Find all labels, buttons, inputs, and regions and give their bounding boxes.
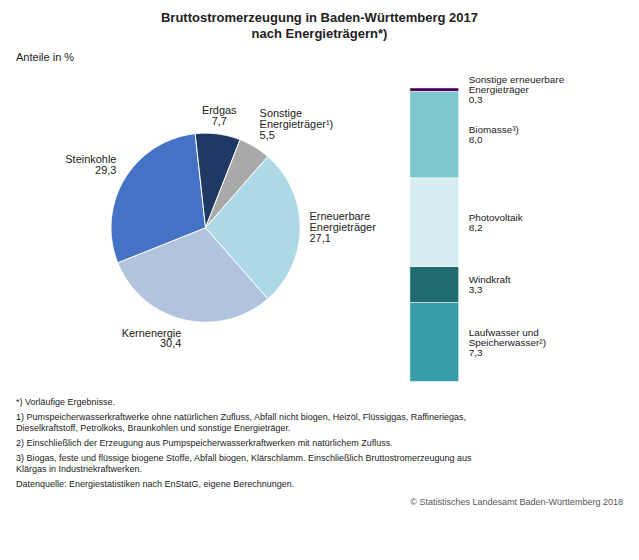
svg-text:Laufwasser undSpeicherwasser²): Laufwasser undSpeicherwasser²)7,3	[469, 326, 546, 357]
svg-text:Kernenergie30,4: Kernenergie30,4	[122, 326, 182, 349]
html-text:2) Einschließlich der Erzeugun: 2) Einschließlich der Erzeugung aus Pump…	[16, 437, 393, 448]
svg-text:Biomasse³)8,0: Biomasse³)8,0	[469, 124, 519, 145]
svg-text:ErneuerbareEnergieträger27,1: ErneuerbareEnergieträger27,1	[310, 210, 377, 244]
html-text:© Statistisches Landesamt Bade: © Statistisches Landesamt Baden-Württemb…	[410, 496, 623, 507]
html-text:Anteile in %: Anteile in %	[16, 50, 75, 63]
html-text:Datenquelle: Energiestatistike: Datenquelle: Energiestatistiken nach EnS…	[16, 479, 295, 489]
svg-text:Erdgas7,7: Erdgas7,7	[202, 103, 237, 126]
svg-text:SonstigeEnergieträger¹)5,5: SonstigeEnergieträger¹)5,5	[260, 106, 334, 140]
html-text:1) Pumspeicherwasserkraftwerke: 1) Pumspeicherwasserkraftwerke ohne natü…	[16, 411, 467, 434]
svg-text:Photovoltaik8,2: Photovoltaik8,2	[469, 211, 523, 232]
svg-text:Steinkohle29,3: Steinkohle29,3	[65, 153, 116, 176]
html-text:Bruttostromerzeugung in Baden-: Bruttostromerzeugung in Baden-Württember…	[161, 10, 478, 42]
html-text:3) Biogas, feste und flüssige: 3) Biogas, feste und flüssige biogene St…	[16, 452, 472, 475]
svg-text:Sonstige erneuerbareEnergieträ: Sonstige erneuerbareEnergieträger0,3	[469, 74, 565, 105]
svg-text:Windkraft3,3: Windkraft3,3	[469, 274, 511, 295]
html-text:*) Vorläufige Ergebnisse.: *) Vorläufige Ergebnisse.	[16, 396, 116, 407]
